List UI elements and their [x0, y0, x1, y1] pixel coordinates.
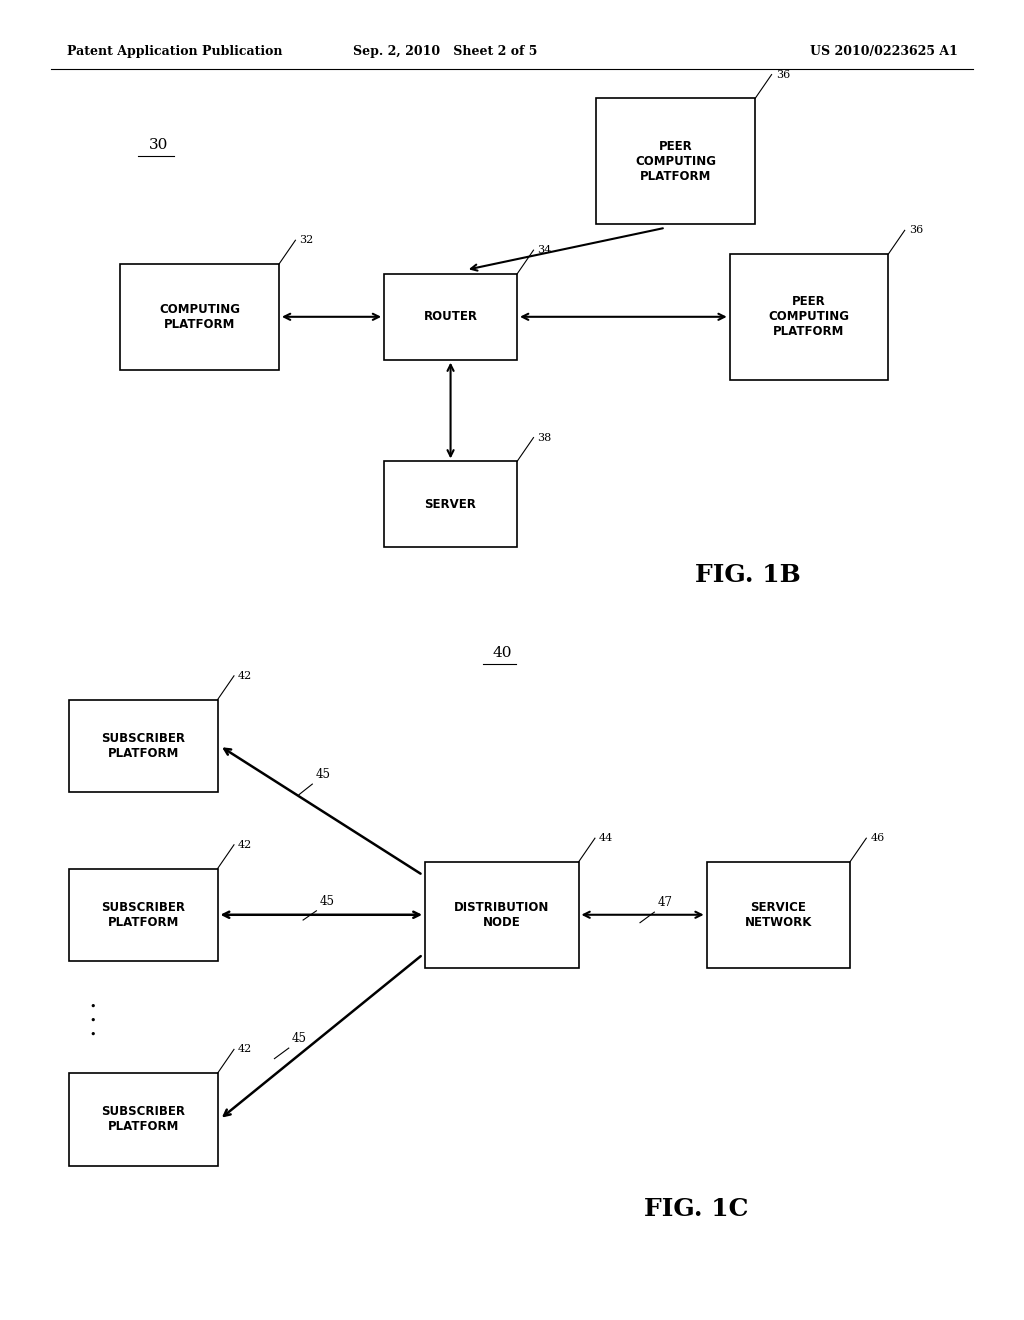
Text: 40: 40: [492, 645, 512, 660]
Text: SUBSCRIBER
PLATFORM: SUBSCRIBER PLATFORM: [101, 731, 185, 760]
Text: Patent Application Publication: Patent Application Publication: [67, 45, 282, 58]
FancyBboxPatch shape: [729, 253, 889, 380]
Text: 45: 45: [319, 895, 335, 908]
Text: FIG. 1C: FIG. 1C: [644, 1197, 749, 1221]
Text: DISTRIBUTION
NODE: DISTRIBUTION NODE: [454, 900, 550, 929]
Text: 45: 45: [315, 768, 331, 781]
Text: 32: 32: [300, 235, 313, 246]
FancyBboxPatch shape: [707, 862, 850, 968]
FancyBboxPatch shape: [70, 700, 218, 792]
Text: 42: 42: [239, 671, 252, 681]
Text: SUBSCRIBER
PLATFORM: SUBSCRIBER PLATFORM: [101, 900, 185, 929]
FancyBboxPatch shape: [70, 869, 218, 961]
FancyBboxPatch shape: [384, 461, 517, 546]
Text: ROUTER: ROUTER: [424, 310, 477, 323]
FancyBboxPatch shape: [425, 862, 579, 968]
FancyBboxPatch shape: [121, 264, 279, 370]
Text: 36: 36: [909, 226, 923, 235]
Text: US 2010/0223625 A1: US 2010/0223625 A1: [810, 45, 957, 58]
Text: SERVICE
NETWORK: SERVICE NETWORK: [744, 900, 812, 929]
Text: PEER
COMPUTING
PLATFORM: PEER COMPUTING PLATFORM: [635, 140, 717, 182]
Text: 47: 47: [657, 896, 673, 909]
Text: 42: 42: [239, 1044, 252, 1055]
FancyBboxPatch shape: [70, 1073, 218, 1166]
Text: FIG. 1B: FIG. 1B: [694, 564, 801, 587]
Text: 34: 34: [538, 246, 552, 255]
Text: 38: 38: [538, 433, 552, 442]
Text: SERVER: SERVER: [425, 498, 476, 511]
Text: 46: 46: [870, 833, 885, 843]
Text: 42: 42: [239, 840, 252, 850]
FancyBboxPatch shape: [384, 275, 517, 359]
Text: 30: 30: [150, 137, 168, 152]
Text: Sep. 2, 2010   Sheet 2 of 5: Sep. 2, 2010 Sheet 2 of 5: [353, 45, 538, 58]
Text: 45: 45: [292, 1032, 307, 1045]
FancyBboxPatch shape: [596, 98, 756, 223]
Text: SUBSCRIBER
PLATFORM: SUBSCRIBER PLATFORM: [101, 1105, 185, 1134]
Text: COMPUTING
PLATFORM: COMPUTING PLATFORM: [159, 302, 241, 331]
Text: PEER
COMPUTING
PLATFORM: PEER COMPUTING PLATFORM: [768, 296, 850, 338]
Text: 44: 44: [599, 833, 613, 843]
Text: •
•
•: • • •: [89, 1002, 95, 1039]
Text: 36: 36: [776, 70, 790, 79]
